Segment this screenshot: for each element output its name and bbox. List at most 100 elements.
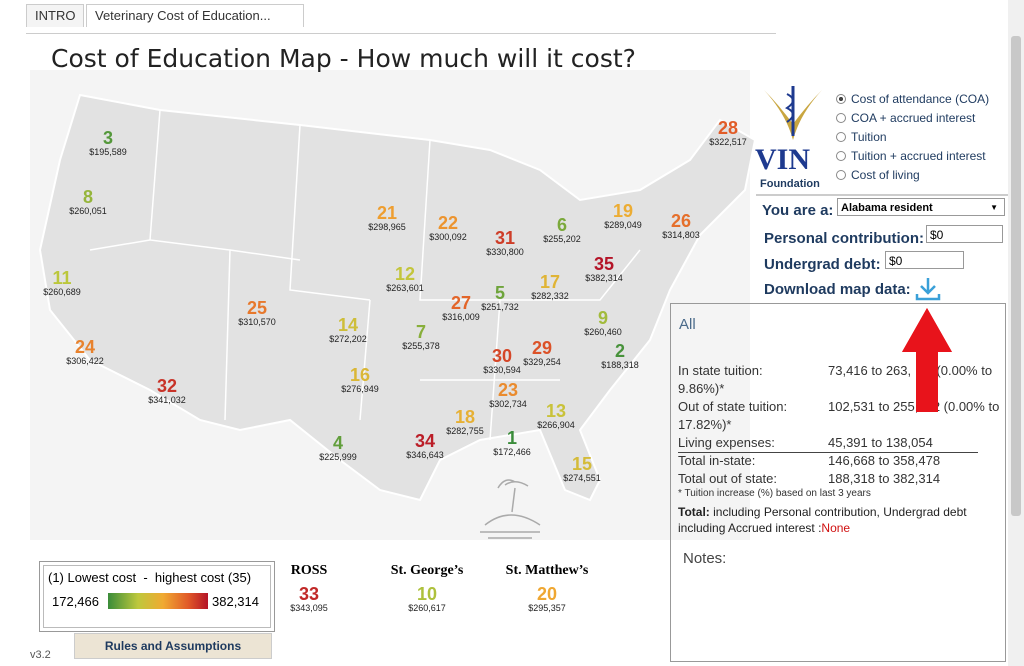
school-rank: 23 (497, 380, 519, 400)
school-marker: 3 $195,589 (89, 129, 127, 158)
school-rank: 5 (494, 283, 506, 303)
resident-label: You are a: (762, 202, 834, 219)
debt-input[interactable]: $0 (885, 251, 964, 269)
offshore-cost: $260,617 (408, 603, 446, 613)
download-icon[interactable] (915, 278, 941, 301)
radio (836, 132, 846, 142)
total-note: Total: including Personal contribution, … (678, 504, 998, 536)
school-marker: 31 $330,800 (486, 229, 524, 258)
option-label: COA + accrued interest (851, 111, 976, 125)
measure-option[interactable]: Tuition (836, 130, 887, 144)
school-marker: 28 $322,517 (709, 119, 747, 148)
school-cost: $314,803 (662, 230, 700, 240)
school-rank: 26 (670, 211, 692, 231)
info-row: Total out of state: 188,318 to 382,314 (678, 470, 1003, 488)
school-marker: 12 $263,601 (386, 265, 424, 294)
offshore-rank: 10 (416, 584, 438, 604)
school-marker: 17 $282,332 (531, 273, 569, 302)
school-marker: 4 $225,999 (319, 434, 357, 463)
scrollbar[interactable] (1008, 0, 1024, 666)
tab-rule (26, 33, 776, 34)
logo-name: VIN (755, 143, 811, 176)
school-marker: 9 $260,460 (584, 309, 622, 338)
school-rank: 14 (337, 315, 359, 335)
school-cost: $341,032 (148, 395, 186, 405)
school-rank: 24 (74, 337, 96, 357)
offshore-school: St. George’s 10 $260,617 (391, 563, 464, 614)
school-marker: 7 $255,378 (402, 323, 440, 352)
school-cost: $188,318 (601, 360, 639, 370)
school-marker: 21 $298,965 (368, 204, 406, 233)
school-rank: 29 (531, 338, 553, 358)
legend-max: 382,314 (212, 594, 259, 609)
school-marker: 30 $330,594 (483, 347, 521, 376)
offshore-name: St. Matthew’s (505, 563, 589, 578)
measure-option[interactable]: Cost of living (836, 168, 920, 182)
radio (836, 170, 846, 180)
info-panel: All In state tuition: 73,416 to 263, (0.0… (670, 303, 1006, 662)
school-rank: 15 (571, 454, 593, 474)
school-rank: 7 (415, 322, 427, 342)
contribution-input[interactable]: $0 (926, 225, 1003, 243)
offshore-rank: 20 (536, 584, 558, 604)
school-rank: 9 (597, 308, 609, 328)
offshore-school: ROSS 33 $343,095 (290, 563, 328, 614)
resident-dropdown[interactable]: Alabama resident ▼ (837, 198, 1005, 216)
divider (756, 194, 1008, 196)
version: v3.2 (30, 649, 51, 661)
school-rank: 11 (52, 268, 72, 288)
logo-emblem (756, 84, 830, 144)
radio (836, 113, 846, 123)
offshore-name: St. George’s (390, 563, 464, 578)
school-cost: $282,755 (446, 426, 484, 436)
school-rank: 34 (414, 431, 436, 451)
school-rank: 6 (556, 215, 568, 235)
debt-label: Undergrad debt: (764, 256, 881, 273)
option-label: Cost of attendance (COA) (851, 92, 990, 106)
school-cost: $298,965 (368, 222, 406, 232)
offshore-school: St. Matthew’s 20 $295,357 (506, 563, 589, 614)
measure-option[interactable]: Tuition + accrued interest (836, 149, 986, 163)
rules-button[interactable]: Rules and Assumptions (74, 633, 272, 659)
school-marker: 25 $310,570 (238, 299, 276, 328)
measure-option[interactable]: Cost of attendance (COA) (836, 92, 989, 106)
school-rank: 21 (376, 203, 398, 223)
state-lines (89, 109, 641, 441)
school-marker: 19 $289,049 (604, 202, 642, 231)
school-rank: 27 (450, 293, 472, 313)
info-row: Total in-state: 146,668 to 358,478 (678, 452, 1003, 470)
info-row: In state tuition: 73,416 to 263, (0.00% t… (678, 362, 1003, 398)
school-cost: $260,051 (69, 206, 107, 216)
download-label: Download map data: (764, 281, 911, 298)
school-marker: 14 $272,202 (329, 316, 367, 345)
school-cost: $260,689 (43, 287, 81, 297)
school-marker: 13 $266,904 (537, 402, 575, 431)
tab-intro[interactable]: INTRO (26, 4, 85, 27)
school-cost: $225,999 (319, 452, 357, 462)
school-rank: 4 (332, 433, 344, 453)
info-value: 73,416 to 263, (0.00% to 9.86%)* (678, 363, 996, 396)
option-label: Tuition (851, 130, 887, 144)
school-rank: 3 (102, 128, 114, 148)
school-marker: 15 $274,551 (563, 455, 601, 484)
school-rank: 35 (593, 254, 615, 274)
tab-cost[interactable]: Veterinary Cost of Education... (86, 4, 304, 27)
school-marker: 6 $255,202 (543, 216, 581, 245)
school-rank: 18 (454, 407, 476, 427)
school-marker: 2 $188,318 (601, 342, 639, 371)
school-cost: $316,009 (442, 312, 480, 322)
school-cost: $276,949 (341, 384, 379, 394)
school-marker: 34 $346,643 (406, 432, 444, 461)
school-cost: $346,643 (406, 450, 444, 460)
school-cost: $263,601 (386, 283, 424, 293)
legend-gradient (108, 593, 208, 609)
measure-option[interactable]: COA + accrued interest (836, 111, 975, 125)
school-cost: $330,594 (483, 365, 521, 375)
radio (836, 94, 846, 104)
school-cost: $255,202 (543, 234, 581, 244)
school-cost: $289,049 (604, 220, 642, 230)
school-marker: 32 $341,032 (148, 377, 186, 406)
total-value: None (821, 521, 851, 535)
